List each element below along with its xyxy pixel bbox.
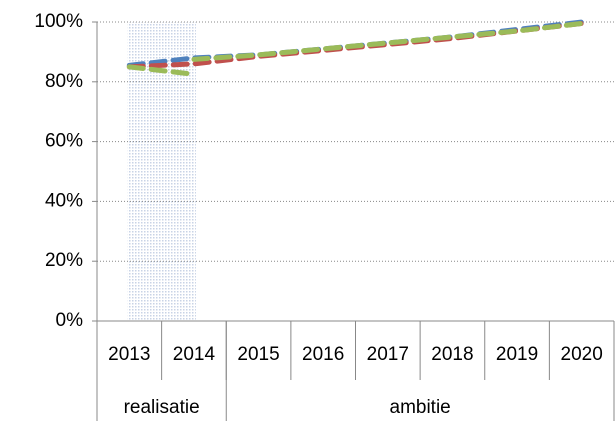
series-line [191, 20, 585, 62]
y-tick-label: 0% [56, 310, 84, 331]
x-tick-label: 2016 [302, 344, 344, 365]
x-tick-label: 2013 [108, 344, 150, 365]
x-tick-label: 2018 [431, 344, 473, 365]
x-tick-label: 2019 [496, 344, 538, 365]
x-tick-label: 2015 [237, 344, 279, 365]
y-tick-label: 40% [45, 190, 83, 211]
x-tick-label: 2017 [367, 344, 409, 365]
group-label: ambitie [390, 397, 451, 418]
y-tick-label: 20% [45, 250, 83, 271]
x-tick-label: 2020 [561, 344, 603, 365]
y-tick-label: 80% [45, 71, 83, 92]
x-tick-label: 2014 [173, 344, 216, 365]
group-label: realisatie [124, 397, 200, 418]
y-tick-label: 100% [34, 11, 83, 32]
series-line [126, 64, 197, 77]
y-tick-label: 60% [45, 131, 83, 152]
